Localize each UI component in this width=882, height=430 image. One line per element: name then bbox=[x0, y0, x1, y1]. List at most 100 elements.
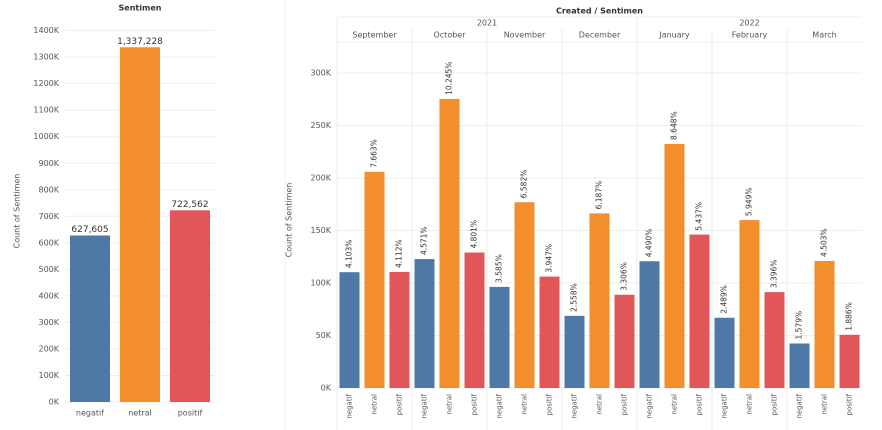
bar bbox=[514, 202, 535, 388]
x-tick-label: positif bbox=[546, 393, 554, 415]
bar bbox=[489, 286, 510, 388]
x-tick-label: positif bbox=[846, 393, 854, 415]
month-label: March bbox=[812, 31, 836, 40]
percent-label: 8.648% bbox=[670, 111, 679, 140]
month-label: November bbox=[504, 31, 546, 40]
bar bbox=[439, 98, 460, 388]
percent-label: 5.437% bbox=[695, 202, 704, 231]
x-tick-label: negatif bbox=[76, 409, 104, 418]
bar bbox=[464, 252, 485, 388]
x-tick-label: positif bbox=[471, 393, 479, 415]
y-tick-label: 250K bbox=[310, 121, 331, 130]
percent-label: 3.396% bbox=[770, 260, 779, 289]
x-tick-label: negatif bbox=[346, 393, 354, 418]
y-tick-label: 0K bbox=[49, 398, 60, 407]
month-label: January bbox=[658, 31, 690, 40]
y-tick-label: 100K bbox=[38, 371, 59, 380]
bar bbox=[389, 271, 410, 388]
y-tick-label: 1100K bbox=[33, 106, 59, 115]
bar bbox=[789, 343, 810, 388]
chart-title: Sentimen bbox=[119, 4, 162, 13]
y-tick-label: 900K bbox=[38, 159, 59, 168]
x-tick-label: positif bbox=[621, 393, 629, 415]
percent-label: 10.245% bbox=[445, 62, 454, 95]
bar bbox=[564, 315, 585, 388]
x-tick-label: netral bbox=[521, 394, 529, 415]
percent-label: 1.886% bbox=[845, 302, 854, 331]
x-tick-label: positif bbox=[771, 393, 779, 415]
percent-label: 4.103% bbox=[345, 240, 354, 269]
percent-label: 4.112% bbox=[395, 239, 404, 268]
percent-label: 7.663% bbox=[370, 139, 379, 168]
month-label: October bbox=[433, 31, 466, 40]
percent-label: 4.503% bbox=[820, 228, 829, 257]
bar bbox=[714, 317, 735, 388]
percent-label: 3.947% bbox=[545, 244, 554, 273]
percent-label: 1.579% bbox=[795, 311, 804, 340]
bar bbox=[639, 261, 660, 388]
month-label: December bbox=[579, 31, 621, 40]
bar bbox=[739, 220, 760, 388]
bar bbox=[364, 171, 385, 388]
percent-label: 6.582% bbox=[520, 170, 529, 199]
value-label: 1,337,228 bbox=[117, 37, 163, 47]
bar bbox=[589, 213, 610, 388]
y-axis-label: Count of Sentimen bbox=[13, 174, 22, 249]
bar bbox=[664, 143, 685, 388]
percent-label: 4.490% bbox=[645, 229, 654, 258]
y-tick-label: 1000K bbox=[33, 132, 59, 141]
x-tick-label: netral bbox=[371, 394, 379, 415]
month-label: February bbox=[732, 31, 768, 40]
y-tick-label: 300K bbox=[310, 69, 331, 78]
bar bbox=[614, 294, 635, 388]
bar bbox=[764, 292, 785, 388]
y-tick-label: 300K bbox=[38, 318, 59, 327]
percent-label: 6.187% bbox=[595, 181, 604, 210]
x-tick-label: negatif bbox=[496, 393, 504, 418]
x-tick-label: netral bbox=[596, 394, 604, 415]
y-tick-label: 1400K bbox=[33, 26, 59, 35]
month-label: September bbox=[352, 31, 397, 40]
year-label: 2022 bbox=[739, 19, 759, 28]
x-tick-label: negatif bbox=[646, 393, 654, 418]
value-label: 627,605 bbox=[71, 225, 108, 235]
y-tick-label: 200K bbox=[310, 174, 331, 183]
x-tick-label: netral bbox=[746, 394, 754, 415]
y-tick-label: 700K bbox=[38, 212, 59, 221]
x-tick-label: netral bbox=[671, 394, 679, 415]
x-tick-label: positif bbox=[696, 393, 704, 415]
bar bbox=[689, 234, 710, 388]
bar bbox=[170, 210, 210, 402]
y-tick-label: 150K bbox=[310, 226, 331, 235]
x-tick-label: negatif bbox=[796, 393, 804, 418]
bar bbox=[814, 260, 835, 388]
y-tick-label: 800K bbox=[38, 185, 59, 194]
y-tick-label: 200K bbox=[38, 344, 59, 353]
y-tick-label: 1200K bbox=[33, 79, 59, 88]
bar bbox=[339, 272, 360, 388]
y-axis-label: Count of Sentimen bbox=[285, 183, 294, 258]
percent-label: 3.585% bbox=[495, 254, 504, 283]
y-tick-label: 50K bbox=[316, 331, 332, 340]
y-tick-label: 1300K bbox=[33, 53, 59, 62]
percent-label: 3.306% bbox=[620, 262, 629, 291]
bar bbox=[414, 259, 435, 388]
bar bbox=[539, 276, 560, 388]
x-tick-label: netral bbox=[128, 409, 152, 418]
x-tick-label: negatif bbox=[721, 393, 729, 418]
x-tick-label: negatif bbox=[571, 393, 579, 418]
bar bbox=[70, 235, 110, 402]
percent-label: 2.489% bbox=[720, 285, 729, 314]
x-tick-label: negatif bbox=[421, 393, 429, 418]
percent-label: 4.801% bbox=[470, 220, 479, 249]
y-tick-label: 100K bbox=[310, 279, 331, 288]
x-tick-label: positif bbox=[396, 393, 404, 415]
chart-title: Created / Sentimen bbox=[556, 7, 643, 16]
percent-label: 5.949% bbox=[745, 187, 754, 216]
value-label: 722,562 bbox=[171, 200, 208, 210]
bar bbox=[120, 47, 160, 403]
y-tick-label: 0K bbox=[321, 384, 332, 393]
percent-label: 2.558% bbox=[570, 283, 579, 312]
y-tick-label: 600K bbox=[38, 238, 59, 247]
